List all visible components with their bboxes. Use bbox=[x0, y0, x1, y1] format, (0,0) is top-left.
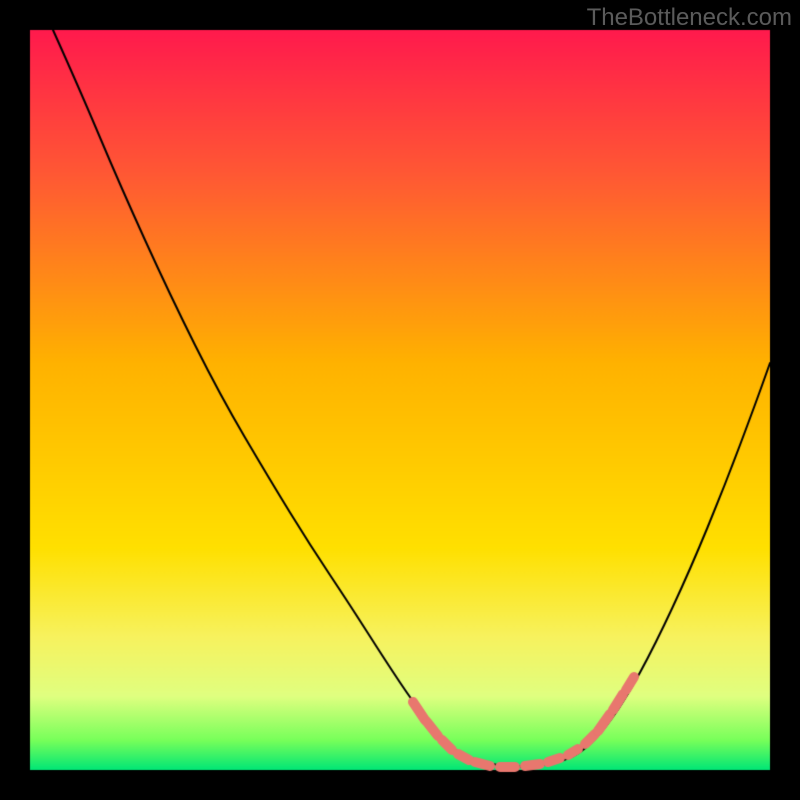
watermark-text: TheBottleneck.com bbox=[587, 4, 792, 32]
bottleneck-v-curve-chart bbox=[0, 0, 800, 800]
